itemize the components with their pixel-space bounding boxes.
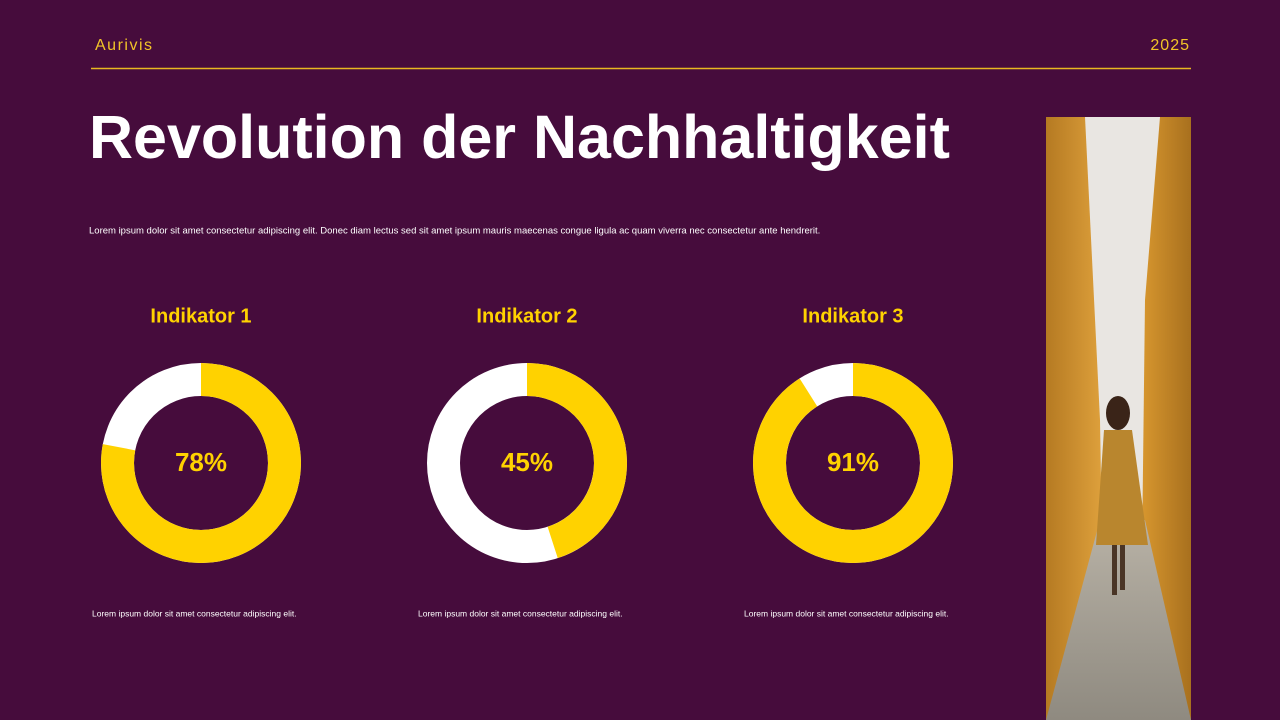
- brand: Aurivis: [95, 37, 154, 54]
- photo-ground: [1046, 520, 1191, 720]
- photo-person-dress: [1096, 430, 1148, 545]
- caption: Lorem ipsum dolor sit amet consectetur a…: [92, 608, 297, 618]
- donut-segment: [427, 363, 627, 563]
- chart-title: Indikator 2: [476, 305, 577, 327]
- slide-title: Revolution der Nachhaltigkeit: [89, 103, 950, 171]
- donut-segment: [753, 363, 953, 563]
- caption: Lorem ipsum dolor sit amet consectetur a…: [744, 608, 949, 618]
- chart-title: Indikator 3: [802, 305, 903, 327]
- donut-value-label: 78%: [175, 447, 227, 477]
- photo: [1046, 117, 1191, 720]
- description: Lorem ipsum dolor sit amet consectetur a…: [89, 226, 820, 237]
- caption: Lorem ipsum dolor sit amet consectetur a…: [418, 608, 623, 618]
- donut-value-label: 91%: [827, 447, 879, 477]
- photo-person-head: [1106, 396, 1130, 430]
- year: 2025: [1150, 37, 1190, 54]
- donut-segment: [101, 363, 301, 563]
- photo-person-leg: [1112, 545, 1117, 595]
- chart-title: Indikator 1: [150, 305, 251, 327]
- donut-value-label: 45%: [501, 447, 553, 477]
- photo-person-leg: [1120, 545, 1125, 590]
